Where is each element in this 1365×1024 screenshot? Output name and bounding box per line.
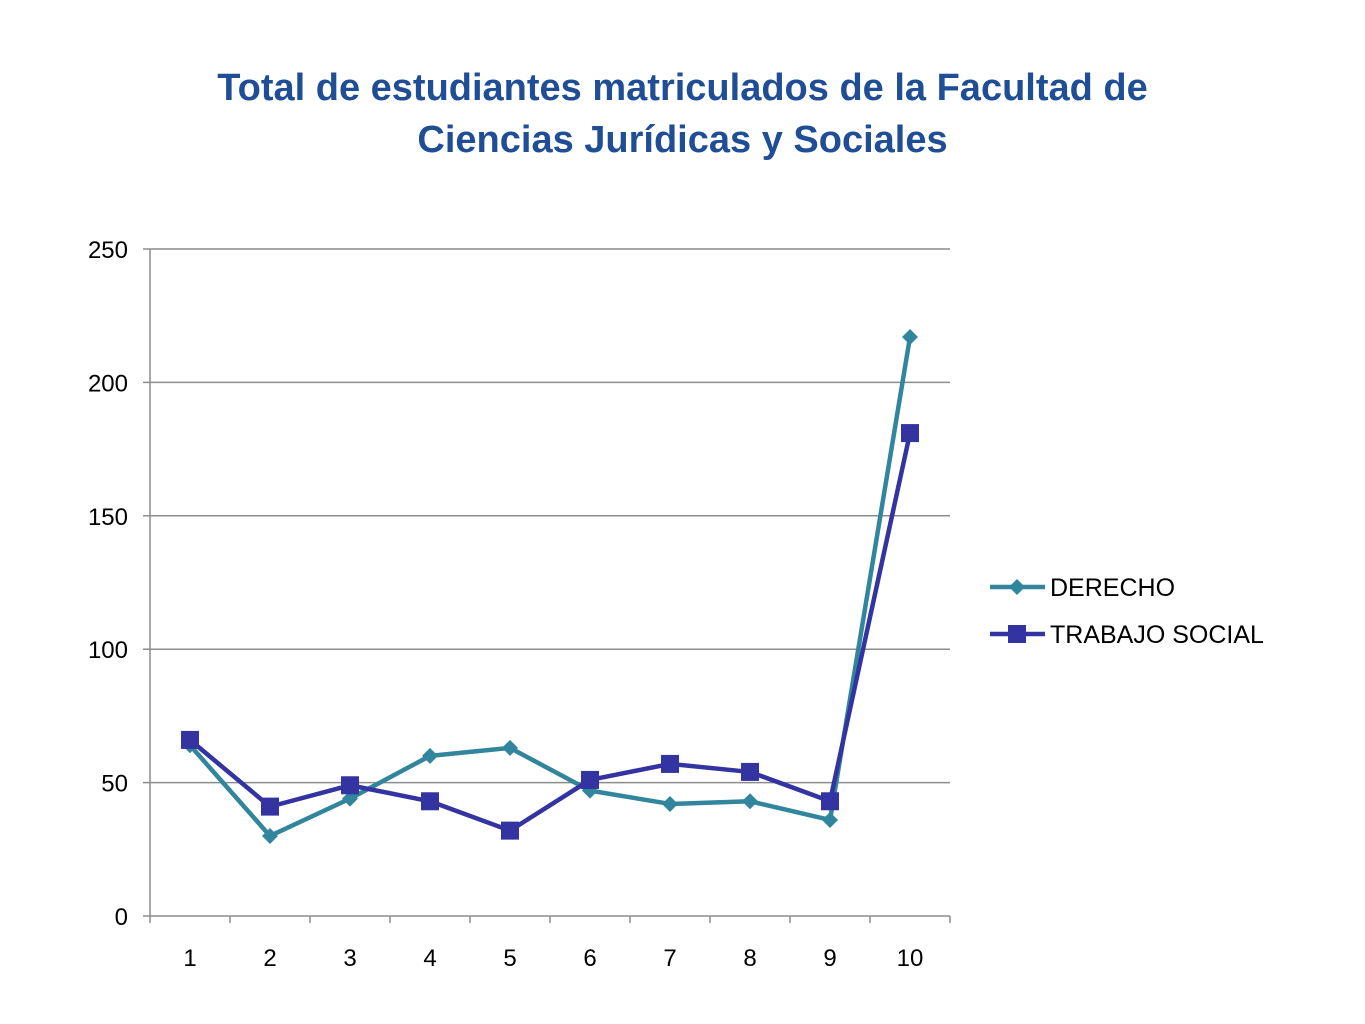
y-tick-label: 200 — [88, 370, 128, 397]
data-point — [822, 811, 838, 828]
x-tick-label: 6 — [583, 945, 596, 972]
y-tick-label: 250 — [88, 237, 128, 264]
x-tick-label: 2 — [263, 945, 276, 972]
y-tick-label: 0 — [115, 904, 128, 931]
x-tick-label: 1 — [183, 945, 196, 972]
y-axis-ticks: 0 50 100 150 200 250 — [88, 237, 150, 931]
data-point — [662, 795, 678, 812]
chart-title: Total de estudiantes matriculados de la … — [0, 62, 1365, 166]
x-tick-label: 7 — [663, 945, 676, 972]
legend-entry: DERECHO — [990, 574, 1175, 602]
y-tick-label: 50 — [101, 771, 128, 798]
gridlines — [150, 248, 950, 784]
series-line — [188, 336, 913, 839]
series-derecho — [182, 329, 918, 844]
data-point — [742, 793, 758, 810]
x-tick-label: 4 — [423, 945, 436, 972]
series-line — [188, 432, 913, 833]
y-tick-label: 150 — [88, 504, 128, 531]
data-point — [821, 792, 839, 811]
data-point — [661, 754, 679, 773]
data-point — [581, 770, 599, 789]
legend-entry: TRABAJO SOCIAL — [990, 621, 1264, 649]
x-axis-ticks: 1 2 3 4 5 6 7 8 9 10 — [149, 916, 951, 972]
data-point — [901, 424, 919, 443]
legend-label: DERECHO — [1050, 574, 1175, 602]
series-trabajo-social — [181, 424, 919, 840]
legend: DERECHO TRABAJO SOCIAL — [990, 574, 1264, 649]
data-point — [181, 730, 199, 749]
data-point — [421, 792, 439, 811]
series-group — [181, 329, 919, 844]
data-point — [262, 827, 278, 844]
x-tick-label: 10 — [897, 945, 924, 972]
data-point — [501, 821, 519, 840]
data-point — [261, 797, 279, 816]
legend-marker — [1008, 625, 1026, 643]
y-tick-label: 100 — [88, 637, 128, 664]
chart-title-line-2: Ciencias Jurídicas y Sociales — [417, 119, 948, 161]
data-point — [342, 790, 358, 807]
chart-title-line-1: Total de estudiantes matriculados de la … — [217, 67, 1148, 109]
x-tick-label: 8 — [743, 945, 756, 972]
data-point — [741, 762, 759, 781]
data-point — [502, 739, 518, 756]
data-point — [422, 747, 438, 764]
legend-label: TRABAJO SOCIAL — [1050, 621, 1264, 649]
x-tick-label: 3 — [343, 945, 356, 972]
legend-marker — [1009, 579, 1025, 595]
data-point — [902, 329, 918, 346]
x-tick-label: 5 — [503, 945, 516, 972]
x-tick-label: 9 — [823, 945, 836, 972]
data-point — [341, 776, 359, 795]
